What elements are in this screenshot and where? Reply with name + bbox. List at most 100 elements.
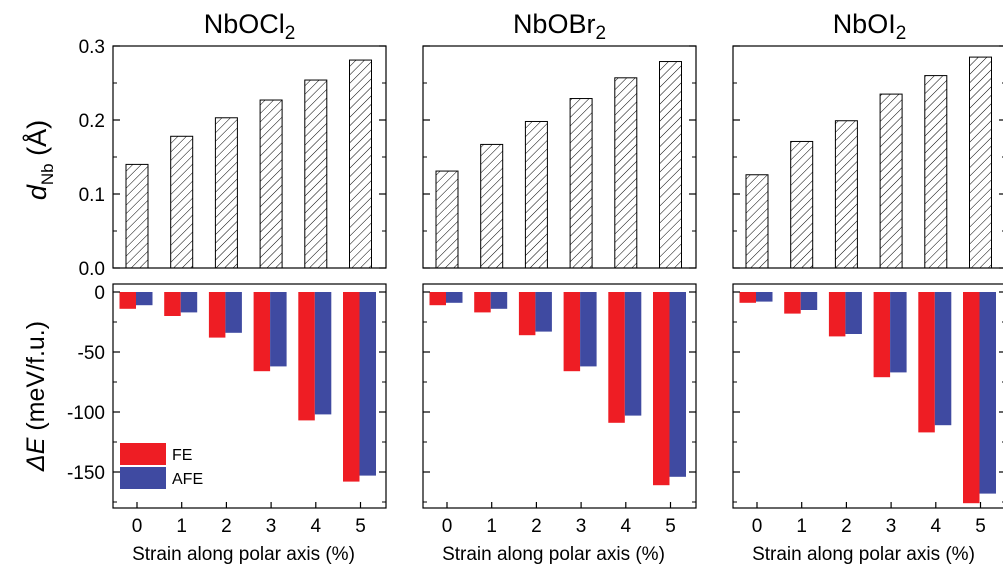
bar-displacement-3-4 [924,75,948,269]
axes-layer [112,45,1003,509]
bar-displacement-2-4 [614,77,638,269]
bar-afe-3-1 [800,292,818,310]
bar-displacement-2-5 [659,61,682,269]
bar-fe-3-2 [828,292,846,337]
bar-fe-2-1 [474,292,491,313]
x-axis-label-2: Strain along polar axis (%) [442,544,665,565]
bar-afe-1-1 [180,292,198,313]
ytick-label-bottom-2: -100 [67,403,105,424]
xtick-label-1-3: 3 [266,516,277,537]
bar-fe-1-0 [119,292,136,309]
xtick-label-1-1: 1 [176,516,187,537]
bar-fe-3-4 [918,292,935,433]
bar-displacement-1-3 [259,99,283,269]
xtick-label-2-4: 4 [621,516,632,537]
legend-swatch-afe [120,467,166,489]
xtick-label-2-5: 5 [665,516,676,537]
ytick-label-bottom-0: 0 [94,283,105,304]
bar-afe-2-4 [624,292,642,416]
bar-afe-1-0 [136,292,153,306]
xtick-label-2-2: 2 [531,516,542,537]
bar-fe-3-1 [784,292,801,314]
bar-fe-1-1 [164,292,181,316]
bar-afe-2-3 [580,292,597,367]
bar-fe-2-5 [653,292,670,486]
bar-afe-1-3 [270,292,287,367]
bar-fe-2-4 [608,292,625,423]
legend-swatch-fe [120,443,166,465]
bar-afe-1-2 [225,292,242,333]
bar-fe-2-2 [518,292,536,336]
xtick-label-1-2: 2 [221,516,232,537]
y-axis-label-top-part-2: (Å) [21,120,52,164]
y-axis-label-top-part-0: d [22,184,52,200]
panel-title-main-2: NbOBr [513,9,596,39]
x-axis-label-3: Strain along polar axis (%) [752,544,975,565]
bar-displacement-2-3 [569,98,593,269]
xtick-label-3-4: 4 [931,516,942,537]
bar-fe-3-0 [739,292,756,303]
bar-afe-3-2 [845,292,862,334]
bar-fe-1-2 [208,292,226,338]
xtick-label-1-4: 4 [311,516,322,537]
ytick-label-top-3: 0.3 [79,37,105,58]
bar-displacement-3-2 [834,120,858,269]
panel-frame-bottom-2 [422,283,697,509]
bar-displacement-2-1 [480,143,504,269]
y-axis-label-bottom: ΔE (meV/f.u.) [22,321,50,472]
bar-fe-2-0 [429,292,446,306]
panel-title-1: NbOCl2 [204,9,296,44]
bar-afe-2-1 [490,292,508,309]
bar-afe-1-4 [314,292,332,415]
panel-title-main-3: NbOI [833,9,896,39]
xtick-label-2-0: 0 [442,516,453,537]
panel-frame-top-3 [732,45,1003,269]
panel-title-sub-1: 2 [285,23,296,44]
bar-displacement-2-2 [524,120,548,269]
y-axis-label-bottom-part-0: ΔE [22,437,50,472]
xtick-label-3-3: 3 [886,516,897,537]
xtick-label-3-0: 0 [752,516,763,537]
bar-afe-3-3 [890,292,907,373]
bar-fe-1-3 [253,292,271,372]
xtick-label-1-5: 5 [355,516,366,537]
ytick-label-top-0: 0.0 [79,259,105,280]
bar-afe-2-0 [446,292,463,303]
bar-displacement-1-1 [170,135,194,269]
panel-frame-top-1 [112,45,387,269]
bar-fe-3-5 [963,292,980,504]
legend-label-afe: AFE [172,471,203,488]
bar-displacement-1-2 [214,117,238,269]
bar-displacement-3-0 [745,174,769,269]
bar-fe-2-3 [563,292,581,372]
bar-afe-3-0 [756,292,773,302]
bar-displacement-1-0 [125,163,149,269]
panel-title-sub-2: 2 [595,23,606,44]
xtick-label-3-1: 1 [796,516,807,537]
bar-fe-1-4 [298,292,315,421]
panel-frame-bottom-3 [732,283,1003,509]
ytick-label-top-2: 0.2 [79,111,105,132]
xtick-label-3-2: 2 [841,516,852,537]
panel-frame-top-2 [422,45,697,269]
panel-title-main-1: NbOCl [204,9,285,39]
ytick-label-top-1: 0.1 [79,185,105,206]
bar-displacement-1-5 [349,59,372,269]
panel-title-2: NbOBr2 [513,9,606,44]
x-axis-label-1: Strain along polar axis (%) [132,544,355,565]
xtick-label-2-3: 3 [576,516,587,537]
y-axis-label-top-part-1: Nb [38,163,57,185]
bar-fe-1-5 [343,292,360,482]
y-axis-label-top: dNb (Å) [21,120,57,200]
y-axis-label-bottom-part-1: (meV/f.u.) [22,321,50,438]
bar-afe-3-5 [979,292,996,494]
xtick-label-3-5: 5 [975,516,986,537]
bar-afe-1-5 [359,292,376,476]
bar-displacement-3-3 [879,93,903,269]
xtick-label-2-1: 1 [486,516,497,537]
panel-title-sub-3: 2 [896,23,907,44]
bar-afe-2-5 [669,292,686,477]
legend-label-fe: FE [172,447,192,464]
